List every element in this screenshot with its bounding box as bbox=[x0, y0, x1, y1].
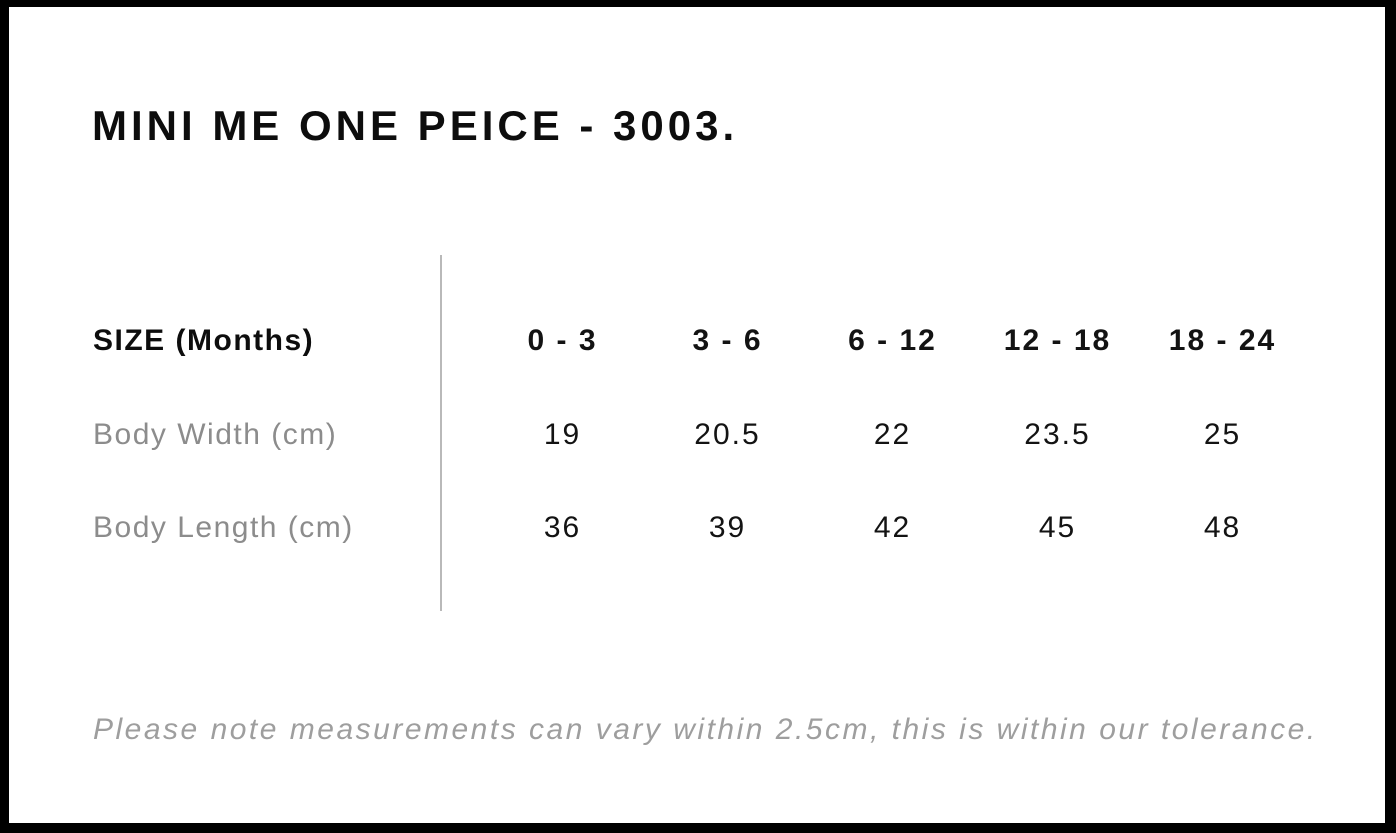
body-length-value: 39 bbox=[708, 511, 747, 544]
body-width-value: 20.5 bbox=[694, 418, 761, 451]
column-header-6-12: 6 - 12 bbox=[848, 324, 937, 357]
body-width-value: 22 bbox=[873, 418, 912, 451]
tolerance-note: Please note measurements can vary within… bbox=[93, 713, 1318, 746]
page-title: MINI ME ONE PEICE - 3003. bbox=[92, 102, 739, 149]
column-header-0-3: 0 - 3 bbox=[527, 324, 598, 357]
row-label-body-length: Body Length (cm) bbox=[93, 511, 354, 544]
column-divider bbox=[440, 255, 442, 611]
body-width-value: 23.5 bbox=[1024, 418, 1091, 451]
column-header-12-18: 12 - 18 bbox=[1003, 324, 1112, 357]
column-header-18-24: 18 - 24 bbox=[1168, 324, 1277, 357]
column-header-3-6: 3 - 6 bbox=[692, 324, 763, 357]
body-length-value: 36 bbox=[543, 511, 582, 544]
body-length-value: 42 bbox=[873, 511, 912, 544]
body-width-value: 19 bbox=[543, 418, 582, 451]
size-header-label: SIZE (Months) bbox=[93, 324, 315, 357]
body-length-value: 45 bbox=[1038, 511, 1077, 544]
row-label-body-width: Body Width (cm) bbox=[93, 418, 338, 451]
body-width-value: 25 bbox=[1203, 418, 1242, 451]
body-length-value: 48 bbox=[1203, 511, 1242, 544]
